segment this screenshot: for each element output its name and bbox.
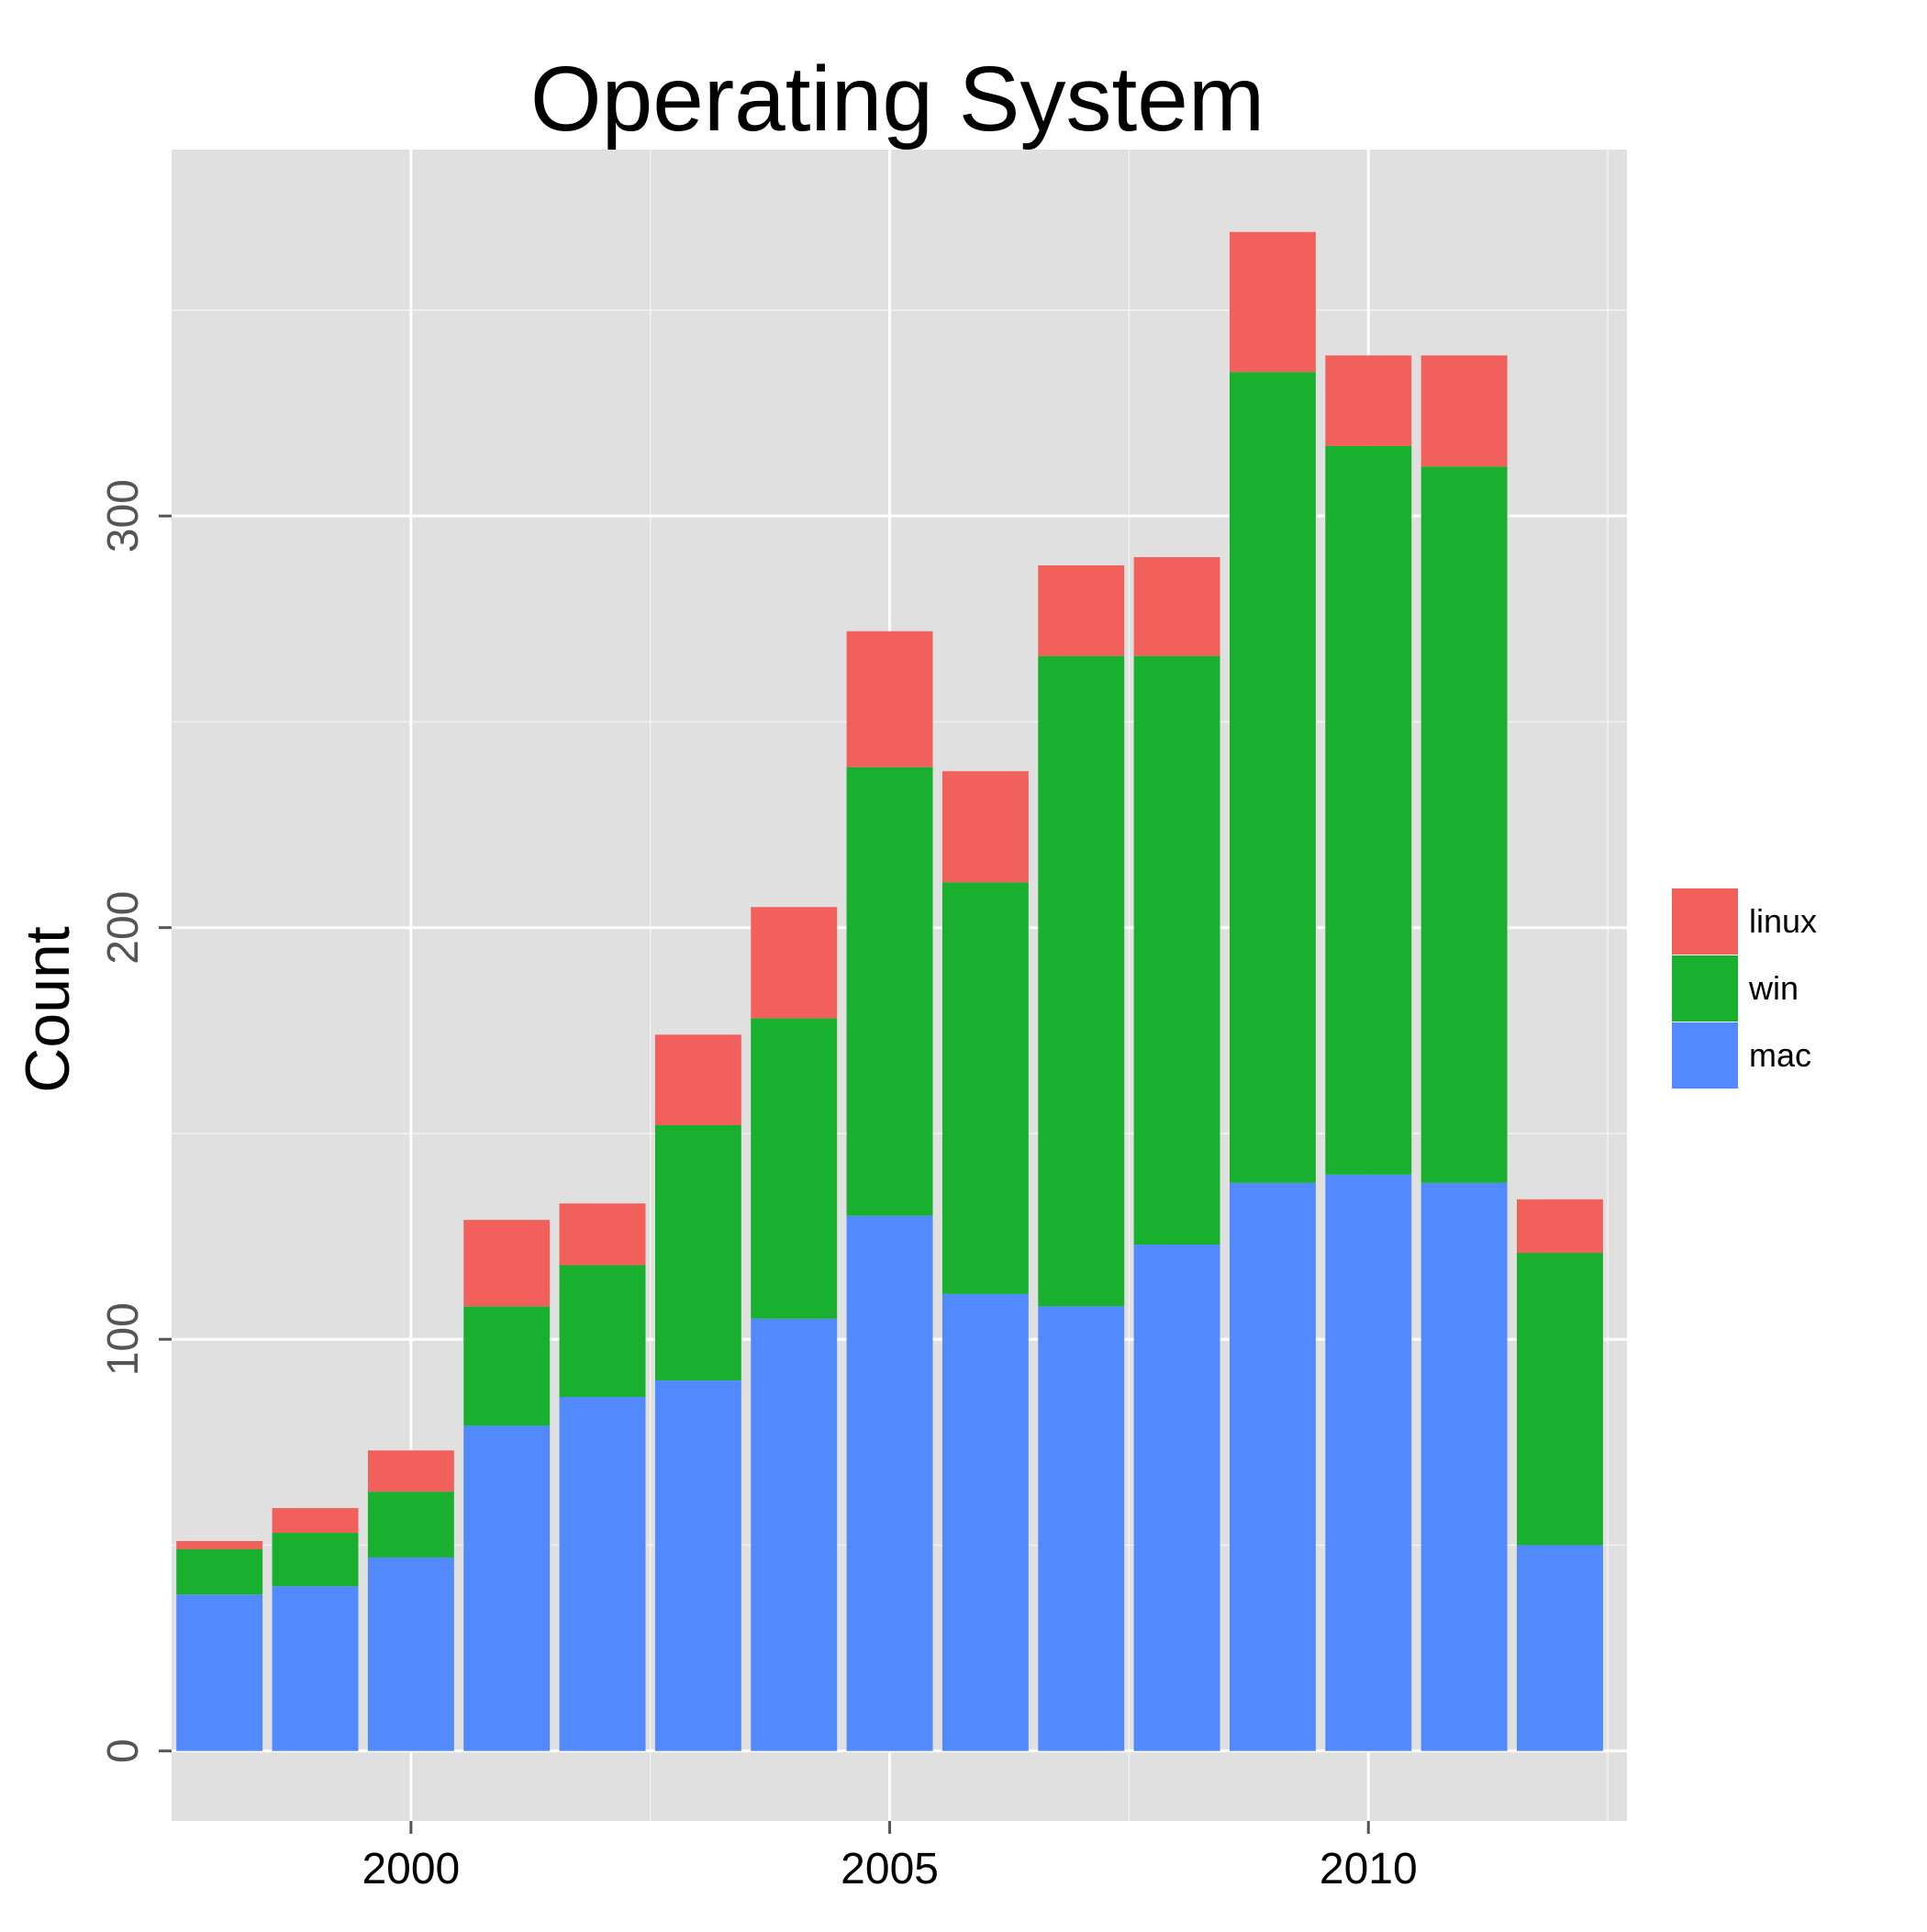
bar-segment-mac-2009 (1229, 1182, 1316, 1751)
bar-segment-linux-2003 (654, 1034, 741, 1125)
chart-title: Operating System (530, 48, 1264, 151)
bar-segment-linux-2005 (846, 631, 933, 767)
x-tick-label: 2000 (362, 1845, 460, 1893)
bar-segment-mac-1999 (272, 1586, 359, 1751)
bar-segment-mac-2010 (1325, 1174, 1412, 1751)
bar-segment-mac-2001 (463, 1425, 551, 1751)
y-tick-label: 200 (99, 891, 148, 965)
bar-segment-linux-1999 (272, 1508, 359, 1534)
bar-segment-linux-2002 (559, 1203, 646, 1266)
bar-segment-win-2000 (367, 1491, 454, 1558)
legend-key-mac (1672, 1022, 1738, 1089)
bar-segment-mac-1998 (176, 1594, 263, 1751)
x-tick-label: 2005 (841, 1845, 939, 1893)
y-axis-label: Count (13, 926, 83, 1093)
bar-segment-win-1998 (176, 1548, 263, 1595)
axes-layer: 0 100 200 300 2000 2005 2010 (99, 479, 1418, 1893)
bar-segment-mac-2004 (751, 1318, 838, 1751)
bar-segment-mac-2011 (1420, 1182, 1508, 1751)
bar-segment-win-1999 (272, 1533, 359, 1587)
bar-segment-linux-2011 (1420, 355, 1508, 467)
bar-segment-mac-2012 (1517, 1545, 1603, 1751)
bar-segment-linux-2012 (1517, 1199, 1603, 1254)
y-tick-label: 0 (99, 1738, 148, 1763)
bar-segment-win-2009 (1229, 372, 1316, 1183)
bar-segment-linux-2000 (367, 1450, 454, 1492)
bar-segment-linux-1998 (176, 1541, 263, 1549)
bar-segment-win-2001 (463, 1306, 551, 1426)
bar-segment-linux-2006 (941, 771, 1029, 883)
bar-segment-linux-2004 (751, 907, 838, 1019)
bar-segment-mac-2007 (1038, 1306, 1125, 1751)
bar-segment-win-2010 (1325, 445, 1412, 1175)
x-tick-label: 2010 (1320, 1845, 1418, 1893)
bar-segment-win-2011 (1420, 466, 1508, 1183)
legend: linux win mac (1672, 888, 1817, 1089)
bar-segment-linux-2001 (463, 1220, 551, 1307)
bar-segment-win-2005 (846, 766, 933, 1216)
legend-label-mac: mac (1749, 1036, 1811, 1074)
bar-segment-mac-2002 (559, 1397, 646, 1751)
legend-key-linux (1672, 888, 1738, 955)
bar-segment-win-2006 (941, 882, 1029, 1294)
bar-segment-mac-2003 (654, 1380, 741, 1751)
bar-segment-win-2008 (1133, 655, 1220, 1245)
legend-key-win (1672, 955, 1738, 1022)
bar-segment-linux-2010 (1325, 355, 1412, 446)
bar-segment-mac-2005 (846, 1215, 933, 1751)
bars-layer (176, 231, 1603, 1751)
bar-segment-mac-2000 (367, 1557, 454, 1751)
bar-segment-linux-2009 (1229, 231, 1316, 373)
legend-label-win: win (1748, 969, 1799, 1007)
bar-segment-win-2003 (654, 1124, 741, 1381)
bar-segment-linux-2007 (1038, 565, 1125, 656)
legend-label-linux: linux (1749, 902, 1817, 940)
bar-segment-mac-2006 (941, 1293, 1029, 1751)
bar-segment-mac-2008 (1133, 1245, 1220, 1751)
bar-segment-win-2002 (559, 1265, 646, 1398)
bar-segment-win-2004 (751, 1018, 838, 1319)
bar-segment-linux-2008 (1133, 557, 1220, 656)
bar-segment-win-2007 (1038, 655, 1125, 1307)
bar-segment-win-2012 (1517, 1253, 1603, 1546)
y-tick-label: 300 (99, 479, 148, 553)
y-tick-label: 100 (99, 1302, 148, 1376)
